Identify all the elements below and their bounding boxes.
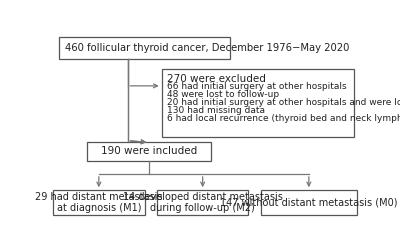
Text: 130 had missing data: 130 had missing data — [167, 106, 265, 115]
Bar — [59, 37, 230, 59]
Bar — [157, 190, 248, 215]
Text: 190 were included: 190 were included — [101, 147, 197, 156]
Bar — [261, 190, 357, 215]
Text: 147 without distant metastasis (M0): 147 without distant metastasis (M0) — [220, 198, 398, 208]
Text: 29 had distant metastasis
at diagnosis (M1): 29 had distant metastasis at diagnosis (… — [35, 192, 162, 213]
Text: 14 developed distant metastasis
during follow-up (M2): 14 developed distant metastasis during f… — [123, 192, 283, 213]
Bar — [53, 190, 144, 215]
Text: 20 had initial surgery at other hospitals and were lost to follow-up: 20 had initial surgery at other hospital… — [167, 98, 400, 107]
Text: 66 had initial surgery at other hospitals: 66 had initial surgery at other hospital… — [167, 82, 347, 91]
Bar — [162, 69, 354, 137]
Text: 270 were excluded: 270 were excluded — [167, 74, 266, 84]
Text: 460 follicular thyroid cancer, December 1976−May 2020: 460 follicular thyroid cancer, December … — [65, 43, 349, 53]
Text: 48 were lost to follow-up: 48 were lost to follow-up — [167, 90, 279, 99]
Text: 6 had local recurrence (thyroid bed and neck lymph node): 6 had local recurrence (thyroid bed and … — [167, 114, 400, 123]
Bar — [87, 142, 211, 160]
